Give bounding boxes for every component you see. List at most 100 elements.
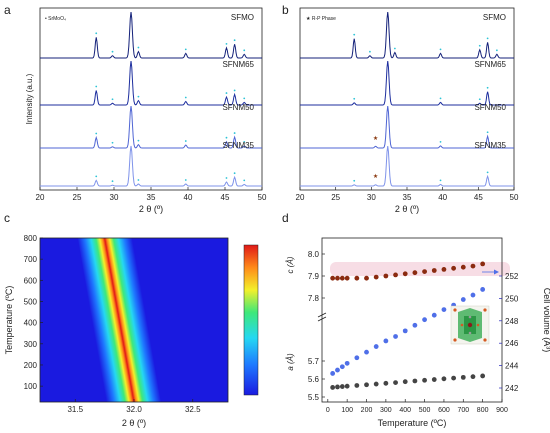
x-tick-label: 20 (36, 193, 45, 202)
phase-marker (393, 47, 396, 50)
phase-marker (243, 97, 246, 100)
x-tick-label: 30 (110, 193, 119, 202)
phase-marker (478, 44, 481, 47)
c-parameter-point (364, 275, 369, 281)
phase-marker (353, 33, 356, 36)
phase-marker (137, 139, 140, 142)
x-tick-label: 0 (326, 407, 330, 414)
phase-marker (111, 141, 114, 144)
phase-marker (243, 49, 246, 52)
panel-b-xlabel: 2 θ (º) (395, 204, 419, 214)
x-tick-label: 20 (296, 193, 305, 202)
c-parameter-point (335, 275, 340, 281)
trace-label-sfnm65: SFNM65 (474, 60, 506, 69)
y-tick-label: 600 (24, 276, 38, 285)
a-parameter-point (460, 374, 466, 380)
phase-marker (95, 85, 98, 88)
x-tick-label: 300 (380, 407, 392, 414)
trace-label-sfmo: SFMO (483, 13, 506, 22)
cell-volume-point (422, 317, 427, 323)
phase-marker (439, 179, 442, 182)
phase-marker (486, 37, 489, 40)
phase-marker (243, 141, 246, 143)
x-tick-label: 900 (496, 407, 508, 414)
cell-volume-point (364, 349, 369, 355)
panel-a-frame (39, 7, 263, 191)
cell-volume-point (383, 338, 389, 344)
panel-d-c-band (330, 262, 510, 276)
a-parameter-point (431, 377, 437, 382)
phase-marker (184, 48, 187, 51)
panel-a-xrd: SFMO SFNM65 SFNM50 SFNM35 20 25 30 35 40 45 50 2 … (25, 7, 267, 214)
x-tick-label: 32.5 (185, 405, 201, 414)
a-parameter-point (373, 381, 379, 387)
x-tick-label: 30 (367, 193, 376, 202)
xrd-trace-sfnm50 (40, 105, 262, 149)
phase-marker (439, 141, 442, 143)
y-right-tick-label: 248 (505, 317, 519, 326)
phase-marker (225, 42, 228, 45)
c-parameter-point (383, 273, 389, 279)
phase-marker (369, 50, 371, 53)
panel-label-c: c (4, 211, 10, 225)
colorbar (243, 244, 259, 396)
xrd-trace-sfmo (300, 11, 514, 59)
cell-volume-point (480, 287, 486, 292)
phase-marker (486, 171, 489, 174)
phase-marker (95, 132, 98, 135)
cell-volume-point (470, 292, 476, 298)
a-parameter-point (470, 374, 476, 380)
a-parameter-point (393, 380, 398, 385)
xrd-trace-sfnm50 (300, 105, 514, 149)
panel-c-xlabel: 2 θ (º) (122, 418, 146, 428)
phase-marker (353, 179, 356, 182)
a-parameter-point (364, 382, 369, 388)
x-tick-label: 40 (438, 193, 447, 202)
panel-d-lattice: 0 100 200 300 400 500 600 700 800 900 5.5 5.6 5.7 7.8… (286, 237, 550, 428)
y-right-tick-label: 246 (505, 339, 519, 348)
y-left-tick-label: 5.6 (308, 375, 320, 384)
phase-marker (439, 48, 442, 51)
x-tick-label: 25 (73, 193, 82, 202)
phase-marker (137, 179, 140, 181)
panel-b-legend: ★ R-P Phase (306, 16, 336, 22)
phase-marker (353, 97, 356, 100)
x-tick-label: 700 (457, 407, 469, 414)
phase-marker (111, 180, 114, 183)
phase-marker (233, 89, 236, 92)
trace-label-sfnm35: SFNM35 (222, 141, 254, 150)
cell-volume-point (344, 360, 350, 366)
y-tick-label: 800 (24, 234, 38, 243)
y-tick-label: 400 (24, 319, 38, 328)
c-parameter-point (393, 272, 398, 278)
y-tick-label: 300 (24, 340, 38, 349)
a-parameter-point (441, 376, 447, 382)
axis-break-mark (317, 316, 327, 322)
trace-label-sfnm50: SFNM50 (474, 103, 506, 112)
a-parameter-point (402, 379, 408, 385)
a-parameter-point (383, 380, 389, 386)
y-right-tick-label: 250 (505, 294, 519, 303)
panel-a-xlabel: 2 θ (º) (139, 204, 163, 214)
a-parameter-point (344, 383, 350, 389)
phase-marker (95, 32, 98, 35)
phase-marker (111, 50, 114, 53)
crystal-structure-inset (450, 305, 490, 345)
cell-volume-point (373, 344, 379, 349)
a-parameter-point (354, 383, 360, 388)
cell-volume-point (330, 371, 336, 376)
panel-label-b: b (282, 3, 289, 17)
y-right-tick-label: 252 (505, 272, 519, 281)
x-tick-label: 45 (474, 193, 483, 202)
phase-marker (225, 177, 228, 179)
phase-marker (184, 179, 187, 181)
a-parameter-point (330, 385, 336, 390)
c-parameter-point (402, 271, 408, 277)
panel-d-ylabel-volume: Cell volume (Å³) (542, 288, 550, 353)
rp-phase-marker: ★ (373, 135, 378, 142)
y-tick-label: 700 (24, 255, 38, 264)
panel-d-ylabel-a: a (Å) (286, 353, 295, 371)
phase-marker (95, 175, 98, 178)
cell-volume-point (354, 355, 360, 361)
